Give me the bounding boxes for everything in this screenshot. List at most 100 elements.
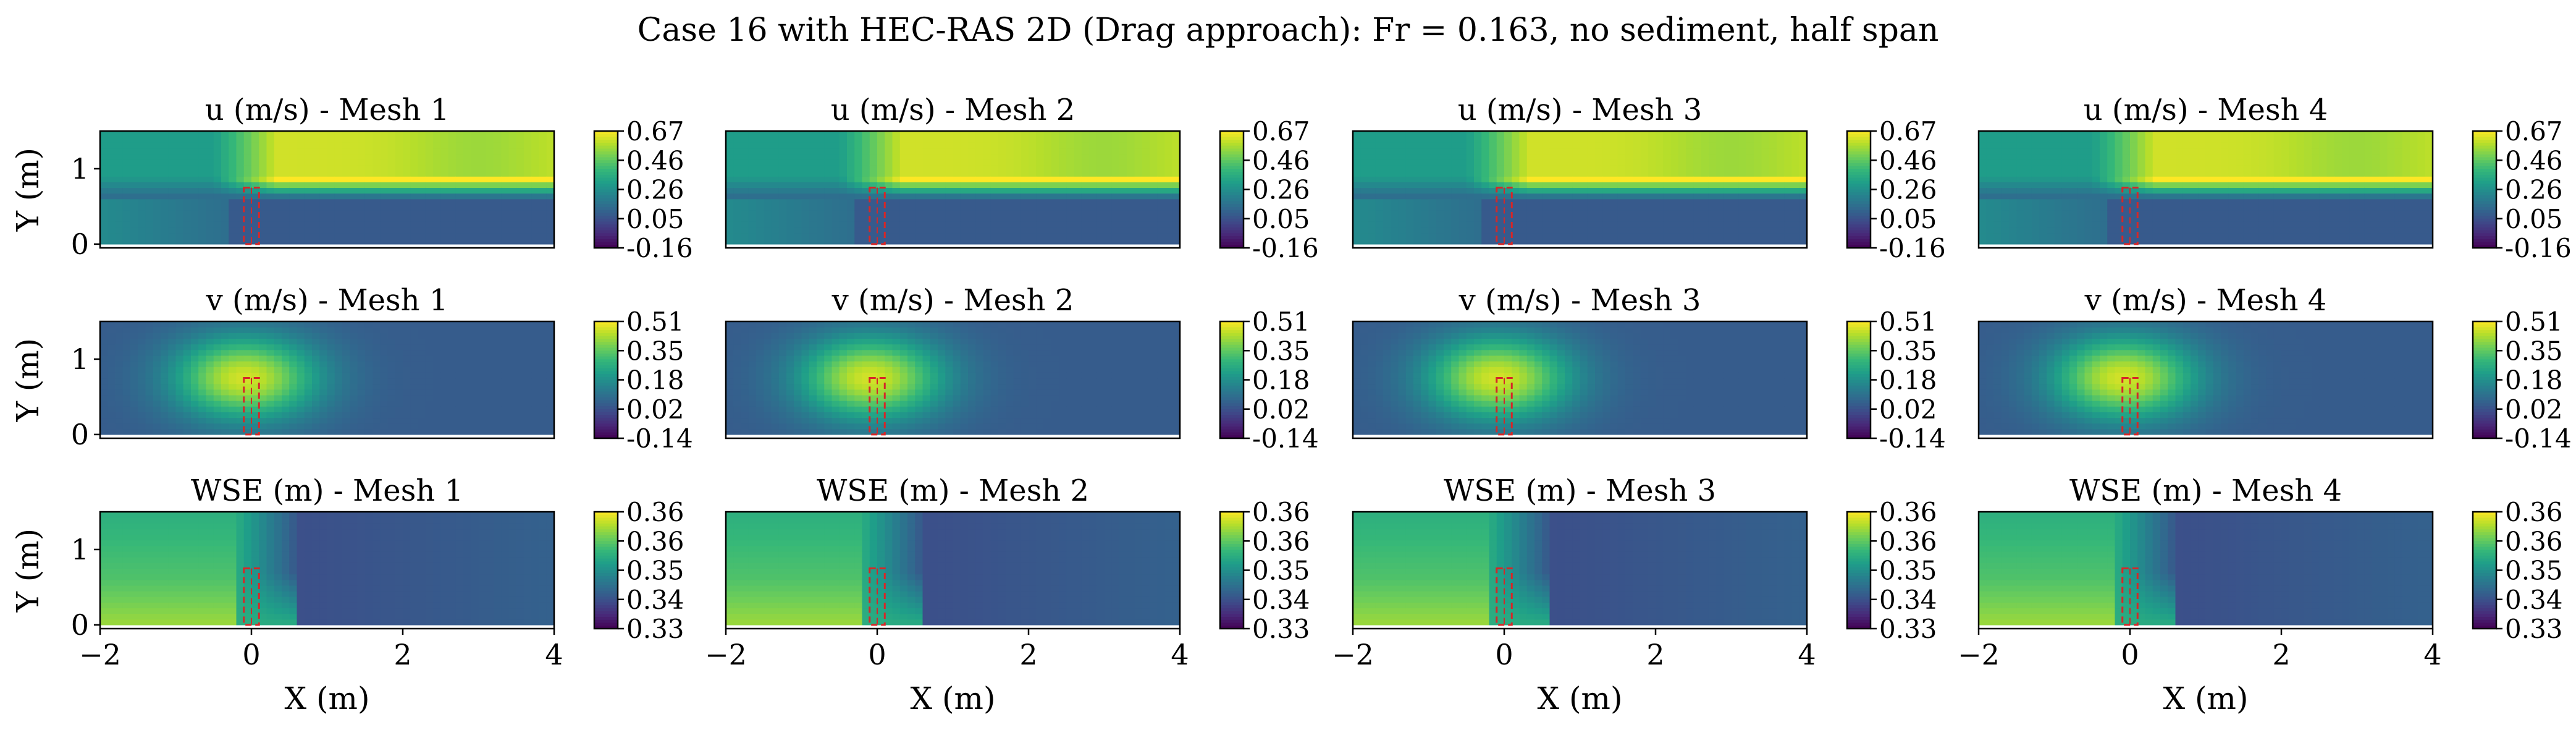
- heatmap-cell: [1353, 232, 1361, 239]
- heatmap-cell: [1769, 137, 1777, 143]
- heatmap-cell: [990, 153, 999, 160]
- heatmap-cell: [183, 216, 192, 222]
- heatmap-cell: [809, 159, 817, 166]
- heatmap-cell: [1670, 238, 1679, 245]
- heatmap-cell: [516, 148, 524, 155]
- heatmap-cell: [2084, 193, 2093, 200]
- heatmap-cell: [862, 238, 870, 245]
- heatmap-cell: [1754, 176, 1762, 182]
- colorbar-segment: [1847, 218, 1871, 223]
- colorbar-segment: [1220, 142, 1244, 146]
- heatmap-cell: [531, 148, 540, 155]
- heatmap-cell: [2009, 159, 2017, 166]
- heatmap-cell: [2349, 131, 2358, 137]
- heatmap-cell: [1610, 210, 1618, 216]
- heatmap-cell: [2357, 148, 2365, 155]
- heatmap-cell: [448, 221, 457, 228]
- heatmap-cell: [2342, 153, 2350, 160]
- heatmap-cell: [486, 148, 494, 155]
- heatmap-cell: [274, 193, 282, 200]
- heatmap-cell: [1519, 176, 1528, 182]
- heatmap-cell: [2312, 210, 2320, 216]
- heatmap-cell: [2312, 198, 2320, 205]
- heatmap-cell: [854, 216, 863, 222]
- heatmap-cell: [2152, 153, 2161, 160]
- heatmap-cell: [1360, 232, 1369, 239]
- heatmap-cell: [1580, 193, 1588, 200]
- heatmap-cell: [2130, 176, 2138, 182]
- heatmap-cell: [907, 153, 915, 160]
- heatmap-cell: [1368, 193, 1376, 200]
- heatmap-cell: [2213, 227, 2221, 234]
- colorbar-segment: [594, 151, 618, 155]
- heatmap-cell: [410, 148, 419, 155]
- heatmap-cell: [221, 171, 229, 177]
- heatmap-cell: [1512, 238, 1520, 245]
- heatmap-cell: [1519, 232, 1528, 239]
- subplot: u (m/s) - Mesh 30.670.460.260.05-0.16: [1352, 93, 1946, 263]
- heatmap-cell: [2326, 238, 2335, 245]
- heatmap-cell: [1979, 187, 1987, 194]
- heatmap-cell: [2182, 232, 2191, 239]
- heatmap-cell: [161, 131, 169, 137]
- heatmap-cell: [1738, 171, 1747, 177]
- heatmap-cell: [206, 238, 214, 245]
- heatmap-cell: [221, 137, 229, 143]
- heatmap-cell: [1142, 176, 1150, 182]
- heatmap-cell: [892, 182, 901, 189]
- heatmap-cell: [1481, 210, 1490, 216]
- heatmap-cell: [899, 164, 908, 171]
- heatmap-cell: [1678, 221, 1686, 228]
- heatmap-cell: [2092, 227, 2100, 234]
- colorbar-tick-label: -0.16: [626, 233, 693, 263]
- heatmap-cell: [809, 187, 817, 194]
- heatmap-cell: [198, 227, 207, 234]
- heatmap-cell: [2402, 193, 2410, 200]
- heatmap-cell: [2304, 187, 2312, 194]
- heatmap-cell: [364, 164, 373, 171]
- heatmap-cell: [440, 176, 449, 182]
- heatmap-cell: [539, 204, 547, 211]
- heatmap-cell: [425, 159, 434, 166]
- heatmap-cell: [771, 187, 780, 194]
- heatmap-cell: [2319, 204, 2328, 211]
- heatmap-cell: [2372, 131, 2380, 137]
- heatmap-cell: [2168, 159, 2176, 166]
- heatmap-cell: [2296, 232, 2305, 239]
- heatmap-cell: [1686, 176, 1694, 182]
- heatmap-cell: [1640, 204, 1649, 211]
- heatmap-cell: [2342, 198, 2350, 205]
- heatmap-cell: [501, 171, 510, 177]
- heatmap-cell: [922, 193, 931, 200]
- heatmap-cell: [839, 164, 848, 171]
- heatmap-cell: [153, 227, 161, 234]
- heatmap-cell: [229, 131, 237, 137]
- heatmap-cell: [2326, 198, 2335, 205]
- heatmap-cell: [1746, 238, 1754, 245]
- heatmap-cell: [387, 171, 396, 177]
- heatmap-cell: [1746, 137, 1754, 143]
- heatmap-cell: [2425, 238, 2433, 245]
- heatmap-cell: [2281, 221, 2289, 228]
- heatmap-cell: [1587, 204, 1596, 211]
- heatmap-cell: [1791, 187, 1800, 194]
- heatmap-cell: [892, 216, 901, 222]
- heatmap-cell: [1466, 227, 1475, 234]
- heatmap-cell: [2289, 148, 2297, 155]
- heatmap-cell: [107, 193, 116, 200]
- heatmap-cell: [107, 131, 116, 137]
- heatmap-cell: [364, 153, 373, 160]
- colorbar-tick-label: 0.05: [1252, 204, 1310, 234]
- heatmap-cell: [741, 227, 749, 234]
- plot-frame: [99, 130, 555, 249]
- heatmap-cell: [1716, 131, 1724, 137]
- colorbar-segment: [1847, 142, 1871, 146]
- heatmap-cell: [1625, 164, 1633, 171]
- heatmap-cell: [2425, 148, 2433, 155]
- heatmap-cell: [2137, 171, 2146, 177]
- heatmap-cell: [1096, 221, 1105, 228]
- heatmap-cell: [282, 216, 290, 222]
- heatmap-cell: [198, 164, 207, 171]
- heatmap-cell: [1391, 198, 1399, 205]
- heatmap-cell: [869, 187, 878, 194]
